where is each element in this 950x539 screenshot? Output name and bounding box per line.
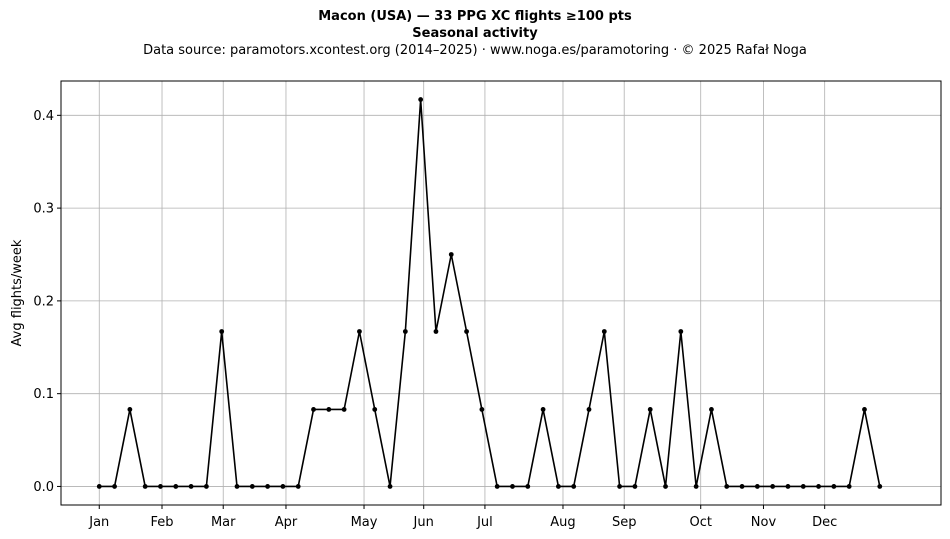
data-point <box>418 97 424 102</box>
data-point <box>739 484 745 489</box>
data-point <box>831 484 837 489</box>
data-point <box>724 484 730 489</box>
data-point <box>402 329 408 334</box>
data-point <box>571 484 577 489</box>
data-point <box>112 484 117 489</box>
data-point <box>525 484 531 489</box>
data-point <box>647 407 653 412</box>
chart-subtitle: Seasonal activity <box>412 26 538 41</box>
data-point <box>632 484 638 489</box>
x-tick-label: May <box>351 515 378 530</box>
y-tick-label: 0.0 <box>33 480 54 495</box>
data-point <box>448 252 454 257</box>
data-point <box>219 329 225 334</box>
data-point <box>494 484 500 489</box>
data-point <box>816 484 821 489</box>
data-point <box>265 484 271 489</box>
y-axis-label: Avg flights/week <box>10 239 25 346</box>
data-point <box>234 484 240 489</box>
data-point <box>785 484 791 489</box>
y-tick-label: 0.2 <box>33 294 54 309</box>
chart-source: Data source: paramotors.xcontest.org (20… <box>143 43 807 58</box>
data-point <box>617 484 623 489</box>
data-point <box>311 407 316 412</box>
data-point <box>96 484 102 489</box>
data-point <box>678 329 684 334</box>
x-tick-label: Oct <box>689 515 711 530</box>
data-point <box>540 407 546 412</box>
chart-title: Macon (USA) — 33 PPG XC flights ≥100 pts <box>318 9 632 24</box>
data-point <box>709 407 714 412</box>
data-point <box>341 407 347 412</box>
data-point <box>295 484 301 489</box>
data-point <box>586 407 592 412</box>
data-point <box>203 484 209 489</box>
data-point <box>127 407 133 412</box>
data-point <box>387 484 393 489</box>
data-point <box>862 407 867 412</box>
plot-frame <box>60 80 942 506</box>
x-tick-label: Jun <box>413 515 434 530</box>
data-point <box>754 484 760 489</box>
series-line <box>99 98 881 488</box>
data-point <box>188 484 194 489</box>
x-tick-label: Aug <box>550 515 575 530</box>
x-tick-label: Mar <box>211 515 236 530</box>
x-tick-label: Jul <box>476 515 493 530</box>
x-tick-label: Sep <box>612 515 637 530</box>
data-point <box>800 484 806 489</box>
x-tick-label: Feb <box>150 515 173 530</box>
data-point <box>693 484 699 489</box>
data-point <box>770 484 776 489</box>
x-tick-label: Apr <box>275 515 298 530</box>
data-point <box>357 329 362 334</box>
x-tick-label: Nov <box>751 515 777 530</box>
data-point <box>479 407 485 412</box>
data-point <box>372 407 378 412</box>
data-point <box>326 407 332 412</box>
data-point <box>601 329 607 334</box>
y-tick-label: 0.4 <box>33 109 54 124</box>
y-tick-label: 0.3 <box>33 202 54 217</box>
data-point <box>173 484 179 489</box>
x-tick-label: Dec <box>812 515 837 530</box>
data-point <box>510 484 515 489</box>
data-point <box>555 484 561 489</box>
data-point <box>663 484 668 489</box>
y-tick-label: 0.1 <box>33 387 54 402</box>
data-point <box>846 484 852 489</box>
data-point <box>280 484 286 489</box>
data-point <box>142 484 148 489</box>
data-point <box>158 484 163 489</box>
data-point <box>877 484 883 489</box>
x-tick-label: Jan <box>88 515 109 530</box>
data-point <box>433 329 439 334</box>
data-point <box>464 329 469 334</box>
data-point <box>249 484 255 489</box>
